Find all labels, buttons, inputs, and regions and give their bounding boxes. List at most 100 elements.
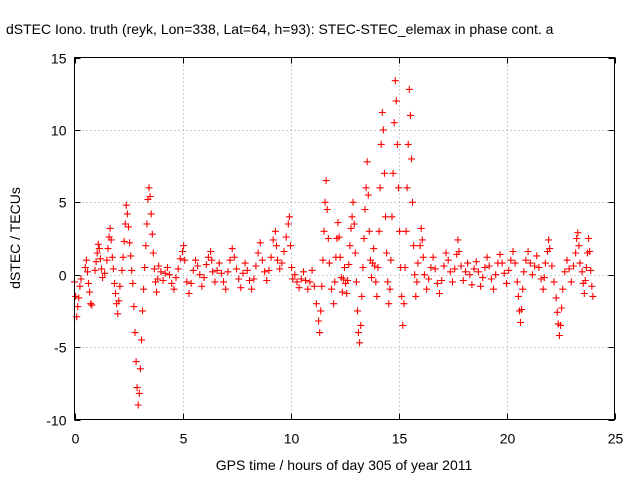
data-point [183,278,191,286]
data-point [416,242,424,250]
data-point [189,266,197,274]
data-point [172,274,180,282]
data-point [306,278,314,286]
data-point [389,169,397,177]
data-point [91,266,99,274]
data-point [202,261,210,269]
data-point [581,277,589,284]
data-point [517,319,524,326]
data-point [364,191,372,199]
data-point [522,256,530,264]
data-point [82,256,90,264]
data-point [135,389,143,397]
data-point [308,266,316,274]
data-point [545,236,553,244]
data-point [297,275,305,283]
data-point [323,206,331,213]
data-point [363,158,371,166]
data-point [254,249,262,257]
data-point [295,284,303,292]
data-point [388,213,396,221]
data-point [524,248,532,255]
x-tick-label: 0 [72,431,80,447]
data-point [287,242,294,250]
data-point [548,262,556,270]
data-point [354,307,361,315]
data-point [86,288,94,296]
data-point [393,140,401,148]
data-point [237,284,245,292]
data-point [385,300,393,308]
data-point [319,256,327,264]
data-point [552,294,560,302]
data-point [108,253,116,261]
data-point [408,155,415,163]
data-point [213,266,221,274]
data-point [386,285,394,293]
data-point [320,227,328,235]
data-point [427,264,435,271]
data-point [514,292,522,300]
data-point [132,358,140,366]
data-point [383,249,391,257]
data-point [349,198,357,206]
data-point [166,271,173,279]
data-point [150,265,158,273]
data-point [289,275,297,283]
data-point [511,259,519,267]
data-point [318,282,326,290]
data-point [449,278,456,286]
data-point [444,256,452,264]
data-point [115,297,123,305]
data-point [322,177,330,185]
data-point [361,206,369,213]
data-point [104,245,112,253]
data-point [558,304,566,312]
grid-lines [74,57,615,420]
data-point [92,258,100,266]
data-point [325,259,333,267]
data-point [276,265,284,273]
data-point [578,268,586,276]
data-point [185,290,193,297]
data-point [103,256,111,264]
data-point [550,278,558,286]
data-point [143,220,151,228]
data-point [334,219,342,227]
data-point [120,237,128,245]
data-point [574,229,582,237]
data-point [561,268,569,276]
data-point [365,227,373,235]
data-point [198,282,206,290]
data-point [503,279,510,287]
data-point [131,329,139,337]
data-point [76,282,84,290]
data-point [112,290,119,297]
data-point [518,306,526,313]
data-point [557,321,564,329]
data-point [438,277,446,284]
data-point [116,282,124,290]
data-point [440,262,448,270]
data-point [224,268,232,276]
data-point [99,274,107,282]
data-point [72,292,80,300]
data-point [146,193,154,200]
data-point [472,258,480,266]
data-point [304,285,312,293]
data-point [139,307,146,315]
y-tick-label: 0 [59,268,67,284]
data-point [470,265,478,273]
data-point [446,268,454,276]
data-point [278,259,286,267]
data-point [586,248,594,255]
data-point [454,236,462,244]
data-point [145,184,153,192]
data-point [436,290,443,297]
data-point [230,253,238,261]
data-point [546,245,554,253]
data-point [215,259,223,267]
data-point [395,184,402,192]
data-point [535,264,543,271]
data-point [341,264,348,271]
